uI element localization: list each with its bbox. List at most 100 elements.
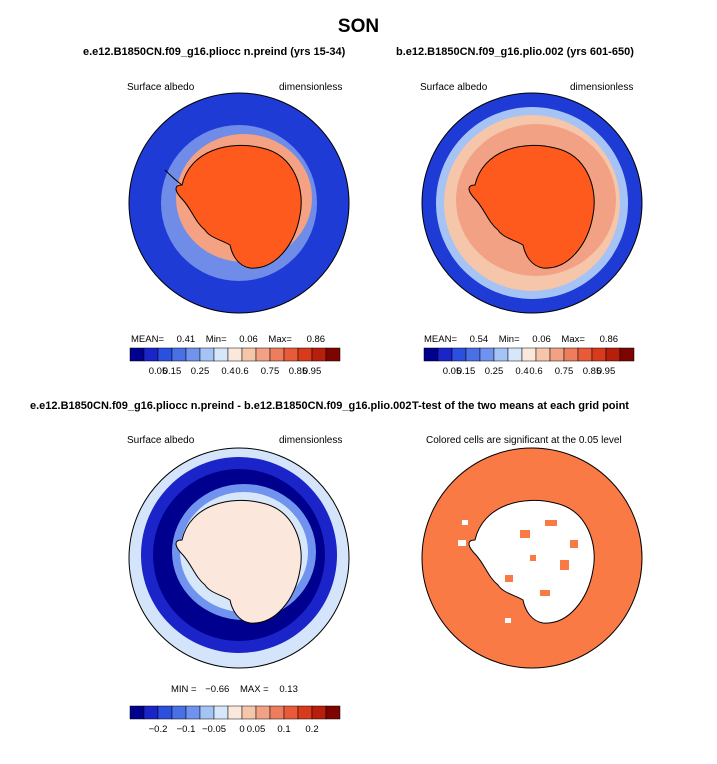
colorbar-box <box>241 347 257 362</box>
colorbar-box <box>577 347 593 362</box>
colorbar-tick-label: 0.05 <box>443 366 462 377</box>
colorbar-tick-label: −0.2 <box>149 724 168 735</box>
colorbar-box <box>619 347 635 362</box>
colorbar-tick-label: 0.05 <box>149 366 168 377</box>
panel2-map <box>421 92 643 314</box>
colorbar-tick-label: 0.85 <box>583 366 602 377</box>
colorbar-box <box>269 705 285 720</box>
max-label: Max= <box>561 334 585 345</box>
colorbar-box <box>241 705 257 720</box>
colorbar-box <box>129 347 145 362</box>
colorbar-box <box>171 705 187 720</box>
colorbar-tick-label: 0.95 <box>303 366 322 377</box>
panel3-right-label: dimensionless <box>279 435 343 446</box>
colorbar-box <box>185 347 201 362</box>
map-border <box>421 92 643 314</box>
min-label: MIN = <box>171 684 197 695</box>
panel2-right-label: dimensionless <box>570 82 634 93</box>
antarctica-land <box>175 499 302 624</box>
min-value: 0.06 <box>239 334 258 345</box>
colorbar-box <box>157 347 173 362</box>
panel1-title: e.e12.B1850CN.f09_g16.pliocc n.preind (y… <box>83 46 346 58</box>
colorbar-tick-label: 0.15 <box>457 366 476 377</box>
colorbar-box <box>297 705 313 720</box>
min-value: −0.66 <box>205 684 230 695</box>
panel4-map <box>421 447 643 669</box>
colorbar-box <box>549 347 565 362</box>
panel1-left-label: Surface albedo <box>127 82 195 93</box>
colorbar-tick-label: −0.1 <box>177 724 196 735</box>
colorbar-box <box>157 705 173 720</box>
colorbar-box <box>199 347 215 362</box>
max-label: MAX = <box>239 684 269 695</box>
peninsula <box>164 169 183 186</box>
max-value: 0.86 <box>306 334 326 345</box>
panel2-left-label: Surface albedo <box>420 82 488 93</box>
colorbar-box <box>283 705 299 720</box>
colorbar-tick-label: 0.2 <box>305 724 318 735</box>
colorbar-tick-label: 0.85 <box>289 366 308 377</box>
panel1-stats: MEAN= 0.41 Min= 0.06 Max= 0.86 <box>131 334 325 345</box>
min-label: Min= <box>498 334 520 345</box>
antarctica-land <box>175 144 302 269</box>
colorbar-box <box>185 705 201 720</box>
map-border <box>421 447 643 669</box>
colorbar-box <box>143 347 159 362</box>
min-value: 0.06 <box>532 334 551 345</box>
colorbar-box <box>325 347 341 362</box>
colorbar-tick-label: 0.6 <box>529 366 542 377</box>
colorbar-tick-label: 0.75 <box>261 366 280 377</box>
colorbar-box <box>283 347 299 362</box>
colorbar-box <box>311 705 327 720</box>
max-value: 0.13 <box>279 684 298 695</box>
antarctica-land <box>468 144 595 269</box>
panel1-map <box>128 92 350 314</box>
colorbar-tick-label: 0.6 <box>235 366 248 377</box>
colorbar-box <box>227 705 243 720</box>
panel3-stats: MIN = −0.66 MAX = 0.13 <box>171 684 298 695</box>
mean-label: MEAN= <box>131 334 164 345</box>
panel3-left-label: Surface albedo <box>127 435 195 446</box>
colorbar-box <box>255 705 271 720</box>
panel2-stats: MEAN= 0.54 Min= 0.06 Max= 0.86 <box>424 334 618 345</box>
mean-value: 0.54 <box>469 334 489 345</box>
non-significant-ocean <box>458 520 511 623</box>
colorbar-tick-label: 0.25 <box>191 366 210 377</box>
colorbar-box <box>591 347 607 362</box>
colorbar-box <box>143 705 159 720</box>
colorbar-tick-label: 0.05 <box>247 724 266 735</box>
colorbar-box <box>535 347 551 362</box>
colorbar-box <box>423 347 439 362</box>
significant-patches <box>505 520 578 596</box>
colorbar-box <box>213 347 229 362</box>
colorbar-1: 0.050.15 0.25 0.4 0.6 0.75 0.850.95 <box>129 347 341 377</box>
colorbar-box <box>311 347 327 362</box>
colorbar-3: −0.2 −0.1 −0.05 0 0.05 0.1 0.2 <box>129 705 341 735</box>
colorbar-tick-label: −0.05 <box>202 724 226 735</box>
colorbar-box <box>437 347 453 362</box>
colorbar-box <box>521 347 537 362</box>
colorbar-tick-label: 0.15 <box>163 366 182 377</box>
colorbar-box <box>507 347 523 362</box>
map-border <box>128 92 350 314</box>
colorbar-tick-label: 0 <box>239 724 244 735</box>
colorbar-box <box>297 347 313 362</box>
colorbar-box <box>465 347 481 362</box>
colorbar-box <box>493 347 509 362</box>
colorbar-box <box>199 705 215 720</box>
colorbar-box <box>325 705 341 720</box>
colorbar-box <box>451 347 467 362</box>
colorbar-box <box>269 347 285 362</box>
panel3-title: e.e12.B1850CN.f09_g16.pliocc n.preind - … <box>30 400 412 412</box>
colorbar-2: 0.050.15 0.25 0.4 0.6 0.75 0.850.95 <box>423 347 635 377</box>
colorbar-tick-label: 0.4 <box>515 366 528 377</box>
panel1-right-label: dimensionless <box>279 82 343 93</box>
panel4-title: T-test of the two means at each grid poi… <box>412 400 629 412</box>
colorbar-box <box>129 705 145 720</box>
max-label: Max= <box>268 334 292 345</box>
colorbar-box <box>171 347 187 362</box>
colorbar-tick-label: 0.95 <box>597 366 616 377</box>
colorbar-box <box>479 347 495 362</box>
colorbar-box <box>563 347 579 362</box>
